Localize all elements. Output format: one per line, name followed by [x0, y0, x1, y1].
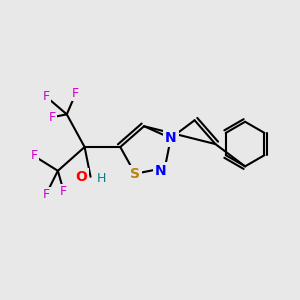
Text: F: F	[72, 87, 79, 100]
Text: F: F	[60, 185, 68, 198]
Text: H: H	[97, 172, 106, 185]
Text: F: F	[31, 149, 38, 162]
Text: S: S	[130, 167, 140, 181]
Text: F: F	[42, 188, 50, 201]
Text: F: F	[42, 90, 50, 103]
Text: N: N	[154, 164, 166, 178]
Text: N: N	[165, 131, 177, 145]
Text: O: O	[76, 170, 88, 184]
Text: F: F	[48, 111, 56, 124]
